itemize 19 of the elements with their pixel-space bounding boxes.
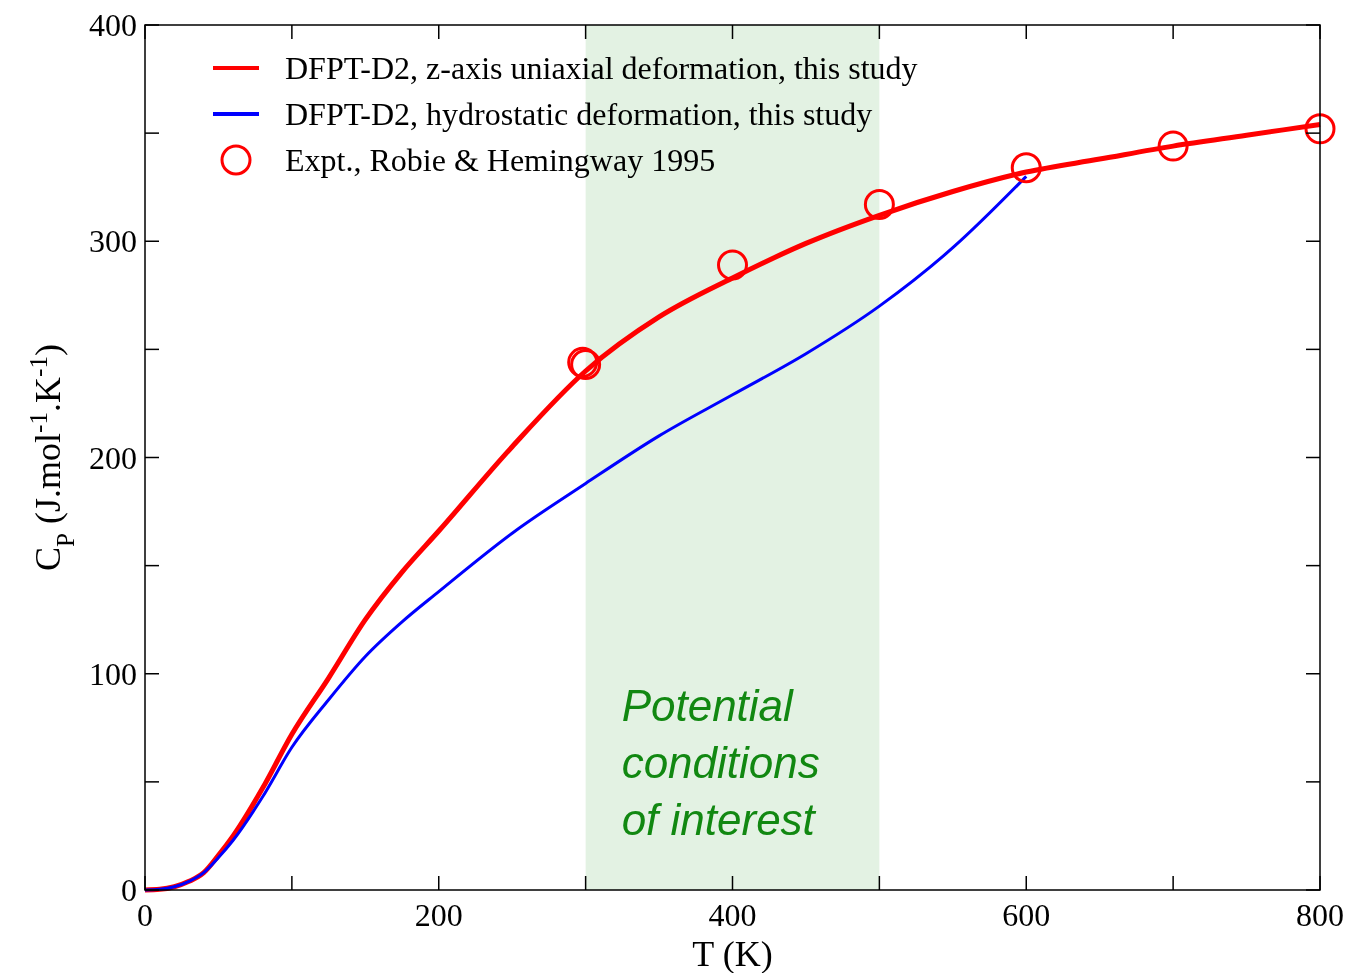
band-label: Potential conditions of interest xyxy=(621,681,820,845)
legend-label: DFPT-D2, hydrostatic deformation, this study xyxy=(285,96,873,132)
y-tick-label: 100 xyxy=(89,655,137,692)
point xyxy=(717,249,748,281)
y-tick-label: 400 xyxy=(89,7,137,43)
y-tick-label: 0 xyxy=(121,872,137,908)
point xyxy=(1157,130,1189,162)
point xyxy=(863,188,895,220)
x-tick-label: 600 xyxy=(1002,897,1051,933)
x-tick-label: 800 xyxy=(1296,897,1344,933)
x-tick-label: 400 xyxy=(708,897,757,933)
point xyxy=(1010,152,1042,184)
legend-label: DFPT-D2, z-axis uniaxial deformation, this study xyxy=(285,50,918,86)
x-tick-label: 200 xyxy=(414,897,463,933)
point xyxy=(1304,113,1336,145)
y-tick-label: 200 xyxy=(89,439,137,476)
x-axis-title: T (K) xyxy=(692,934,773,974)
y-tick-label: 300 xyxy=(89,223,137,260)
legend-label: Expt., Robie & Hemingway 1995 xyxy=(285,142,716,178)
